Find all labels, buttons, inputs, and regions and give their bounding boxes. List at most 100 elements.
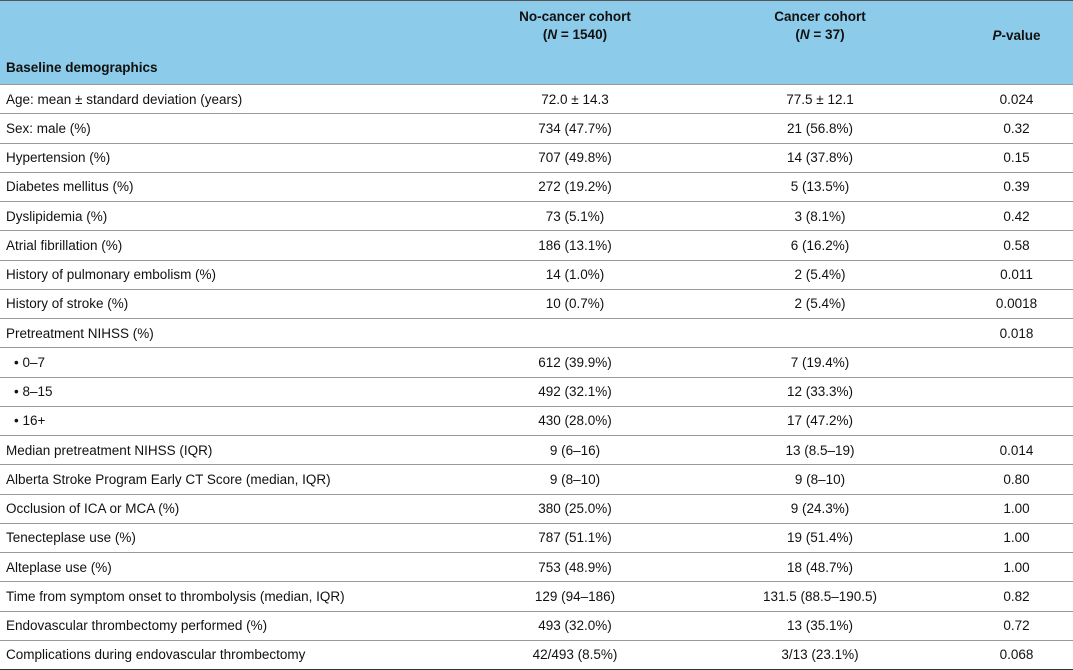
cell: 0.014 [999,442,1034,458]
cell: 1.00 [1003,530,1030,546]
table-row: Pretreatment NIHSS (%) 0.018 [0,318,1073,348]
cell: 72.0 ± 14.3 [541,91,609,107]
header-title: No-cancer cohort [519,8,631,24]
cell: 6 (16.2%) [790,237,850,253]
cell [920,406,1073,435]
table-row: Sex: male (%) 734 (47.7%) 21 (56.8%) 0.32 [0,113,1073,143]
cell: 0.42 [1003,208,1030,224]
row-label: Time from symptom onset to thrombolysis … [6,588,345,604]
table-row: • 0–7 612 (39.9%) 7 (19.4%) [0,347,1073,377]
table-row: • 8–15 492 (32.1%) 12 (33.3%) [0,377,1073,406]
cell: 380 (25.0%) [538,501,612,517]
cell: 0.018 [999,325,1034,341]
table-row: Alberta Stroke Program Early CT Score (m… [0,464,1073,494]
cell: 753 (48.9%) [538,559,612,575]
cell: 612 (39.9%) [538,354,612,370]
cell: 0.0018 [995,296,1038,312]
header-row: No-cancer cohort (N = 1540) Cancer cohort(… [0,0,1073,51]
cell: 12 (33.3%) [786,384,854,400]
row-label: Diabetes mellitus (%) [6,179,134,195]
cell: 73 (5.1%) [545,208,605,224]
row-label: Dyslipidemia (%) [6,208,108,224]
table-row: Hypertension (%) 707 (49.8%) 14 (37.8%) 0.1… [0,143,1073,172]
cell: 14 (37.8%) [786,150,854,166]
cell: 734 (47.7%) [538,120,612,136]
header-cell: Cancer cohort (N = 37) [720,1,920,51]
cell: 10 (0.7%) [545,296,605,312]
cell: 42/493 (8.5%) [532,647,618,663]
row-label: Occlusion of ICA or MCA (%) [6,501,180,517]
row-label: History of stroke (%) [6,296,129,312]
cell: 9 (8–10) [549,471,601,487]
cell: 129 (94–186) [534,588,616,604]
cell: 0.32 [1003,120,1030,136]
cell: 21 (56.8%) [786,120,854,136]
row-label: • 0–7 [14,354,46,370]
row-label: Alteplase use (%) [6,559,112,575]
cell: 14 (1.0%) [545,267,605,283]
cell: 430 (28.0%) [538,413,612,429]
header-cell: P-value [920,1,1073,51]
cell: 131.5 (88.5–190.5) [762,588,878,604]
header-italic: P [992,27,1002,43]
cell: 0.72 [1003,618,1030,634]
cell: 0.024 [999,91,1034,107]
cell: 18 (48.7%) [786,559,854,575]
row-label: Sex: male (%) [6,120,91,136]
table-header: No-cancer cohort (N = 1540) Cancer cohort(… [0,0,1073,51]
table-row: Tenecteplase use (%) 787 (51.1%) 19 (51.4%… [0,523,1073,552]
cell: 3 (8.1%) [794,208,846,224]
cell: 9 (24.3%) [790,501,850,517]
cell: 5 (13.5%) [790,179,850,195]
cell: 272 (19.2%) [538,179,612,195]
cell: 7 (19.4%) [790,354,850,370]
cell: 77.5 ± 12.1 [786,91,854,107]
table-body: Baseline demographics Age: mean ± standar… [0,50,1073,670]
header-text: ( [542,26,548,42]
row-label: • 8–15 [14,384,53,400]
cell: 707 (49.8%) [538,150,612,166]
cell: 2 (5.4%) [794,267,846,283]
cell: 0.39 [1003,179,1030,195]
header-title: Cancer cohort [774,8,866,24]
table-row: Endovascular thrombectomy performed (%) 4… [0,611,1073,640]
table-row: Time from symptom onset to thrombolysis … [0,581,1073,611]
cell: 492 (32.1%) [538,384,612,400]
header-italic: N [547,26,558,42]
cell [720,319,920,348]
header-text: -value [1001,27,1041,43]
table-row: History of pulmonary embolism (%) 14 (1.0… [0,260,1073,289]
cell: 13 (8.5–19) [785,442,855,458]
cell [430,319,720,348]
cell [920,348,1073,377]
cell: 13 (35.1%) [786,618,854,634]
table-row: Dyslipidemia (%) 73 (5.1%) 3 (8.1%) 0.42 [0,201,1073,231]
cell: 186 (13.1%) [538,237,612,253]
table-row: Atrial fibrillation (%) 186 (13.1%) 6 (16.… [0,230,1073,260]
row-label: • 16+ [14,413,46,429]
table-row: History of stroke (%) 10 (0.7%) 2 (5.4%) 0.… [0,289,1073,318]
cell: 19 (51.4%) [786,530,854,546]
cell: 2 (5.4%) [794,296,846,312]
table-row: Occlusion of ICA or MCA (%) 380 (25.0%) 9 … [0,494,1073,523]
cell: 1.00 [1003,501,1030,517]
cell: 1.00 [1003,559,1030,575]
row-label: Complications during endovascular thromb… [6,647,306,663]
row-label: Alberta Stroke Program Early CT Score (m… [6,471,331,487]
table-row: Median pretreatment NIHSS (IQR) 9 (6–16) 1… [0,435,1073,465]
cell: 9 (6–16) [549,442,601,458]
cell: 0.80 [1003,471,1030,487]
cell: 0.58 [1003,237,1030,253]
row-label: Hypertension (%) [6,150,111,166]
section-title: Baseline demographics [6,59,158,75]
row-label: Tenecteplase use (%) [6,530,136,546]
header-text: ( [795,26,800,42]
cell: 493 (32.0%) [538,618,612,634]
table-row: Age: mean ± standard deviation (years) 72… [0,84,1073,114]
cell: 9 (8–10) [794,471,846,487]
header-text: = 1540) [557,26,608,42]
cell: 0.82 [1003,588,1030,604]
header-italic: N [799,26,810,42]
